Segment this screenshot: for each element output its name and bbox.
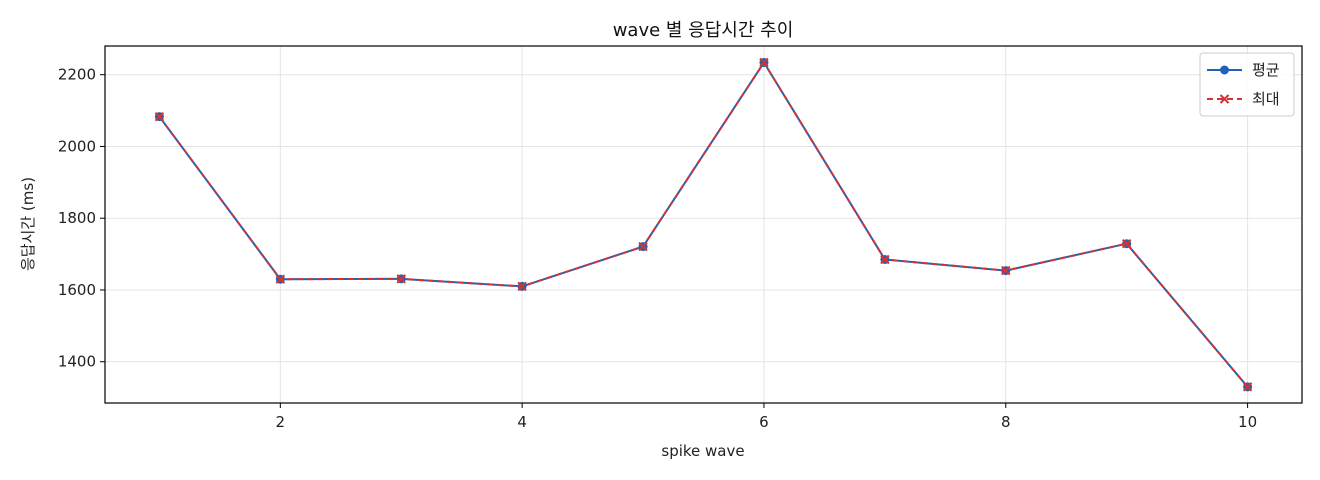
grid-layer [105, 46, 1302, 403]
chart-title: wave 별 응답시간 추이 [613, 20, 794, 41]
data-point [880, 254, 890, 265]
legend-marker-mean [1220, 65, 1229, 75]
y-tick-label: 1600 [58, 281, 96, 299]
data-point [517, 281, 527, 292]
data-point [1242, 382, 1253, 392]
x-tick-label: 2 [276, 413, 286, 431]
data-point [275, 274, 286, 284]
data-point [1001, 265, 1011, 276]
x-axis-title: spike wave [661, 442, 744, 460]
y-tick-label: 1800 [58, 209, 96, 227]
y-tick-label: 2000 [58, 137, 96, 155]
legend: 평균 최대 [1199, 52, 1295, 117]
data-point [396, 274, 406, 284]
series-line-0 [158, 61, 1249, 388]
legend-box [1199, 52, 1295, 117]
y-axis-title: 응답시간 (ms) [19, 177, 37, 271]
data-point [1121, 238, 1132, 249]
data-point [638, 241, 648, 252]
plot-area-frame [104, 45, 1303, 404]
x-tick-label: 4 [517, 413, 527, 431]
x-tick-label: 8 [1001, 413, 1011, 431]
data-point [759, 57, 769, 68]
series-layer [154, 57, 1253, 392]
legend-marker-max [1219, 94, 1230, 104]
y-tick-label: 1400 [58, 353, 96, 371]
x-tick-label: 10 [1238, 413, 1257, 431]
y-axis-ticks: 1400 1600 1800 2000 2200 [58, 66, 105, 371]
x-axis-ticks: 2 4 6 8 10 [276, 403, 1257, 431]
data-point [154, 111, 165, 122]
x-tick-label: 6 [759, 413, 769, 431]
legend-label-mean: 평균 [1252, 61, 1280, 79]
legend-label-max: 최대 [1252, 90, 1280, 108]
y-tick-label: 2200 [58, 66, 96, 84]
series-line-1 [158, 61, 1249, 388]
